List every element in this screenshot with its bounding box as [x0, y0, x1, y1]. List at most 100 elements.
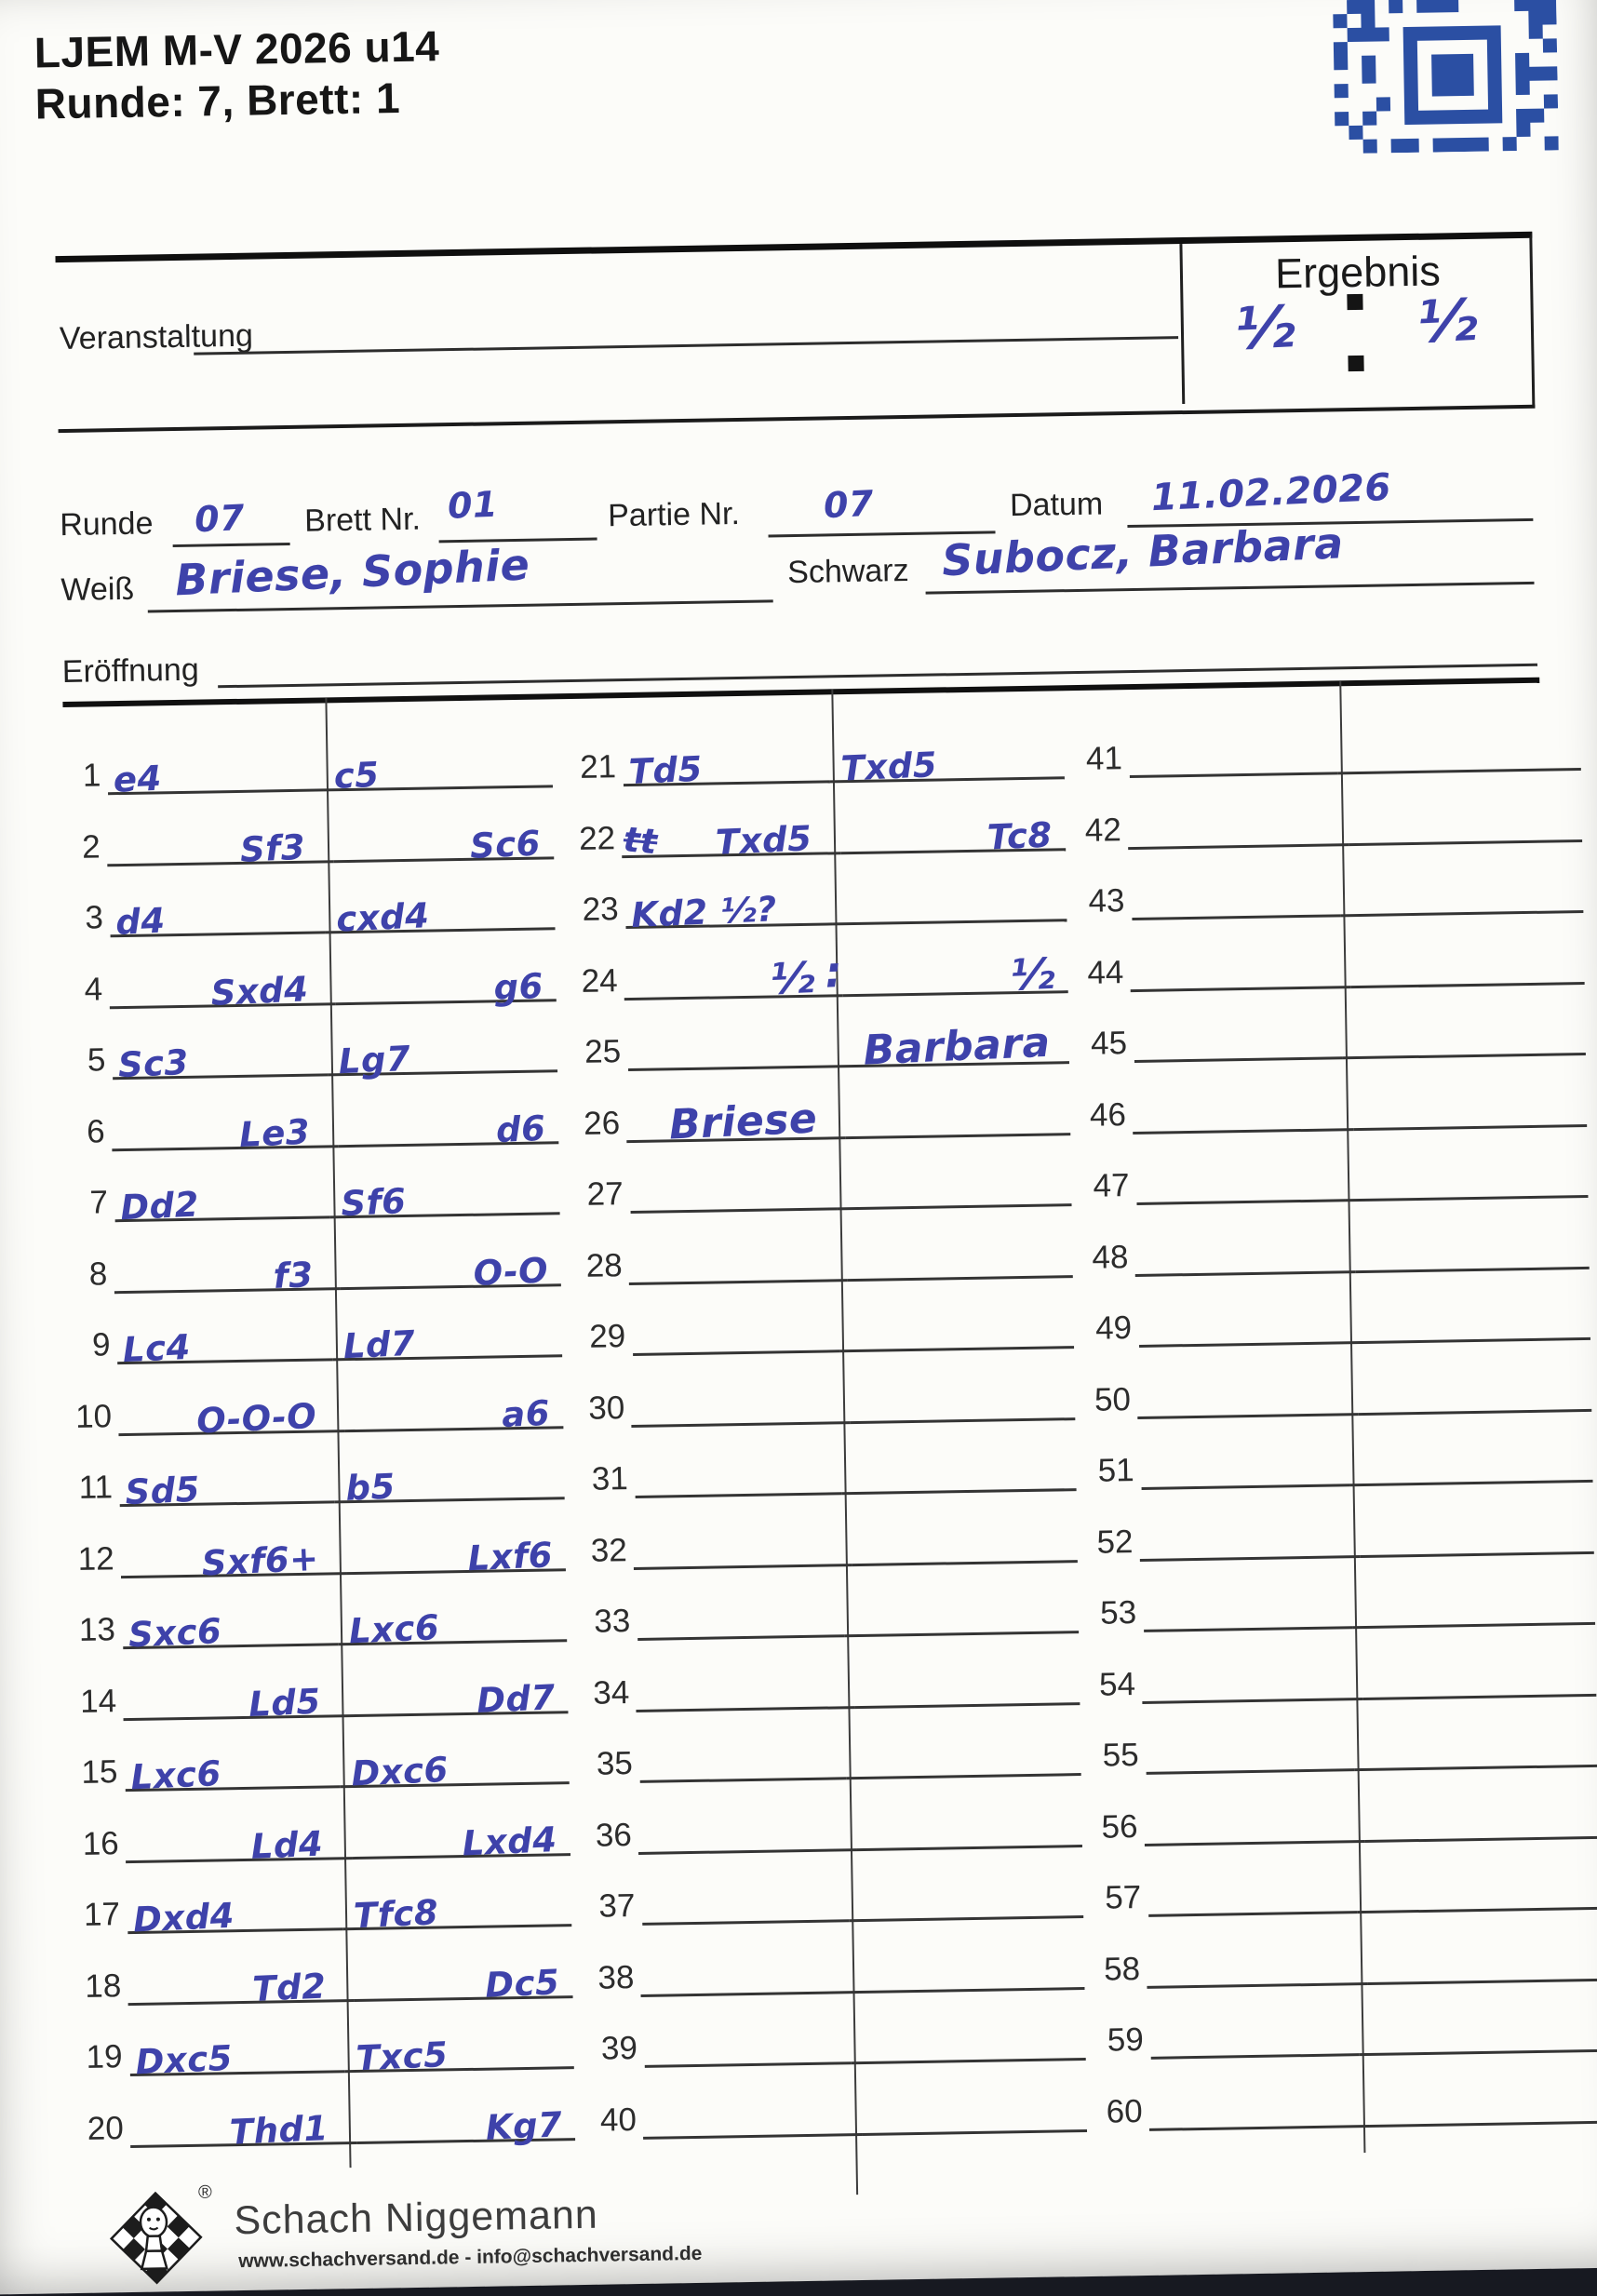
move-row: 53: [1091, 1566, 1596, 1633]
white-move-cell: Thd1: [129, 2086, 356, 2152]
black-move-cell: [1358, 1994, 1597, 2057]
partie-value: 07: [823, 482, 875, 527]
move-number: 29: [588, 1318, 626, 1355]
white-move-ink: Dxd4: [131, 1895, 235, 1940]
black-move-cell: Dxc6: [339, 1726, 570, 1794]
white-move-ink: Sxf6+: [200, 1537, 320, 1583]
move-number: 48: [1092, 1238, 1129, 1276]
page-title: LJEM M-V 2026 u14 Runde: 7, Brett: 1: [34, 20, 440, 130]
black-move-cell: [1357, 1353, 1592, 1416]
move-number: 45: [1090, 1025, 1128, 1062]
move-row: 31: [586, 1433, 1077, 1499]
white-move-cell: [637, 1579, 844, 1641]
black-move-cell: [1344, 1139, 1589, 1202]
move-number: 54: [1098, 1665, 1136, 1703]
white-move-ink: Td5: [627, 748, 704, 793]
black-move-cell: [1362, 1638, 1597, 1700]
move-number: 46: [1089, 1095, 1127, 1134]
white-move-cell: [1128, 717, 1338, 779]
white-move-cell: O-O-O: [117, 1374, 345, 1441]
white-move-cell: [1141, 1642, 1363, 1704]
move-number: 11: [78, 1469, 114, 1506]
black-move-cell: Ld7: [331, 1299, 563, 1367]
move-row: 48: [1085, 1211, 1590, 1277]
white-move-cell: Kd2 ½?: [624, 867, 833, 935]
white-move-cell: [1139, 1499, 1361, 1562]
white-move-cell: [628, 1223, 848, 1285]
datum-label: Datum: [1009, 486, 1104, 524]
white-move-cell: [1149, 1998, 1360, 2060]
move-row: 11 Sd5 b5: [76, 1442, 565, 1512]
move-row: 32: [587, 1504, 1078, 1571]
move-number: 52: [1096, 1523, 1134, 1561]
move-row: 38: [595, 1931, 1085, 1998]
move-row: 54: [1092, 1638, 1597, 1704]
black-move-cell: Lxf6: [345, 1512, 566, 1578]
black-move-cell: Sf6: [329, 1157, 560, 1224]
runde-label: Runde: [59, 505, 154, 544]
move-number: 47: [1093, 1167, 1130, 1204]
black-move-cell: g6: [335, 943, 557, 1008]
move-row: 37: [593, 1860, 1084, 1927]
black-move-ink: Dxc6: [350, 1749, 450, 1794]
move-number: 38: [597, 1958, 635, 1996]
eroeffnung-label: Eröffnung: [61, 651, 199, 691]
result-black-score: ½: [1416, 285, 1480, 356]
move-row: 15 Lxc6 Dxc6: [81, 1726, 570, 1797]
white-move-cell: Sxc6: [121, 1588, 338, 1655]
black-move-ink: Ld7: [342, 1323, 417, 1367]
weiss-value: Briese, Sophie: [174, 539, 531, 606]
black-move-cell: [1368, 2065, 1597, 2128]
white-move-ink: Le3: [238, 1111, 312, 1155]
chess-logo-icon: [109, 2191, 203, 2285]
move-number: 22: [578, 819, 616, 857]
white-move-cell: [642, 2077, 862, 2140]
white-move-cell: [627, 1010, 835, 1072]
white-move-cell: [1127, 787, 1349, 850]
move-number: 12: [77, 1539, 114, 1578]
black-move-ink: Dc5: [484, 1961, 561, 2006]
black-move-cell: [853, 1646, 1080, 1709]
white-move-cell: [632, 1295, 839, 1356]
white-move-cell: Ld5: [122, 1658, 350, 1724]
black-move-cell: [838, 1291, 1075, 1353]
brett-value: 01: [447, 483, 499, 527]
runde-line: [172, 542, 290, 548]
move-row: 21 Td5 Txd5: [574, 721, 1065, 793]
runde-value: 07: [194, 497, 247, 541]
black-move-cell: c5: [322, 730, 554, 797]
black-move-cell: O-O: [340, 1228, 561, 1293]
black-move-cell: [855, 1789, 1082, 1851]
black-move-cell: [860, 2074, 1088, 2136]
black-move-cell: [1349, 1424, 1593, 1487]
black-move-cell: [1349, 926, 1585, 988]
black-move-ink: Lxd4: [462, 1819, 558, 1863]
move-number: 1: [82, 757, 101, 794]
move-number: 33: [594, 1603, 631, 1640]
black-move-cell: Dd7: [348, 1655, 569, 1720]
move-row: 41: [1077, 713, 1581, 779]
move-number: 56: [1101, 1807, 1138, 1846]
black-move-cell: Tc8: [839, 792, 1067, 857]
white-move-cell: [1134, 1001, 1343, 1064]
white-move-ink: Ld4: [250, 1823, 325, 1867]
black-move-cell: [1350, 1566, 1596, 1630]
move-number: 31: [591, 1460, 629, 1497]
black-move-cell: [1348, 784, 1583, 846]
move-row: 22 tt Txd5 Tc8: [575, 792, 1067, 862]
move-number: 37: [598, 1887, 636, 1925]
white-move-cell: d4: [109, 876, 326, 943]
black-move-ink: c5: [333, 754, 381, 797]
brett-label: Brett Nr.: [303, 501, 422, 539]
schwarz-line: [925, 581, 1535, 595]
move-row: 43: [1079, 854, 1584, 921]
white-move-cell: [1148, 2069, 1370, 2131]
white-move-cell: Dxd4: [126, 1873, 342, 1940]
move-row: 2 Sf3 Sc6: [65, 800, 555, 869]
white-move-ink: e4: [113, 758, 163, 800]
black-move-cell: [1366, 1923, 1597, 1985]
move-number: 13: [78, 1611, 116, 1648]
white-move-cell: [1132, 1072, 1354, 1135]
move-row: 60: [1099, 2065, 1597, 2131]
white-move-ink: d4: [114, 900, 167, 943]
